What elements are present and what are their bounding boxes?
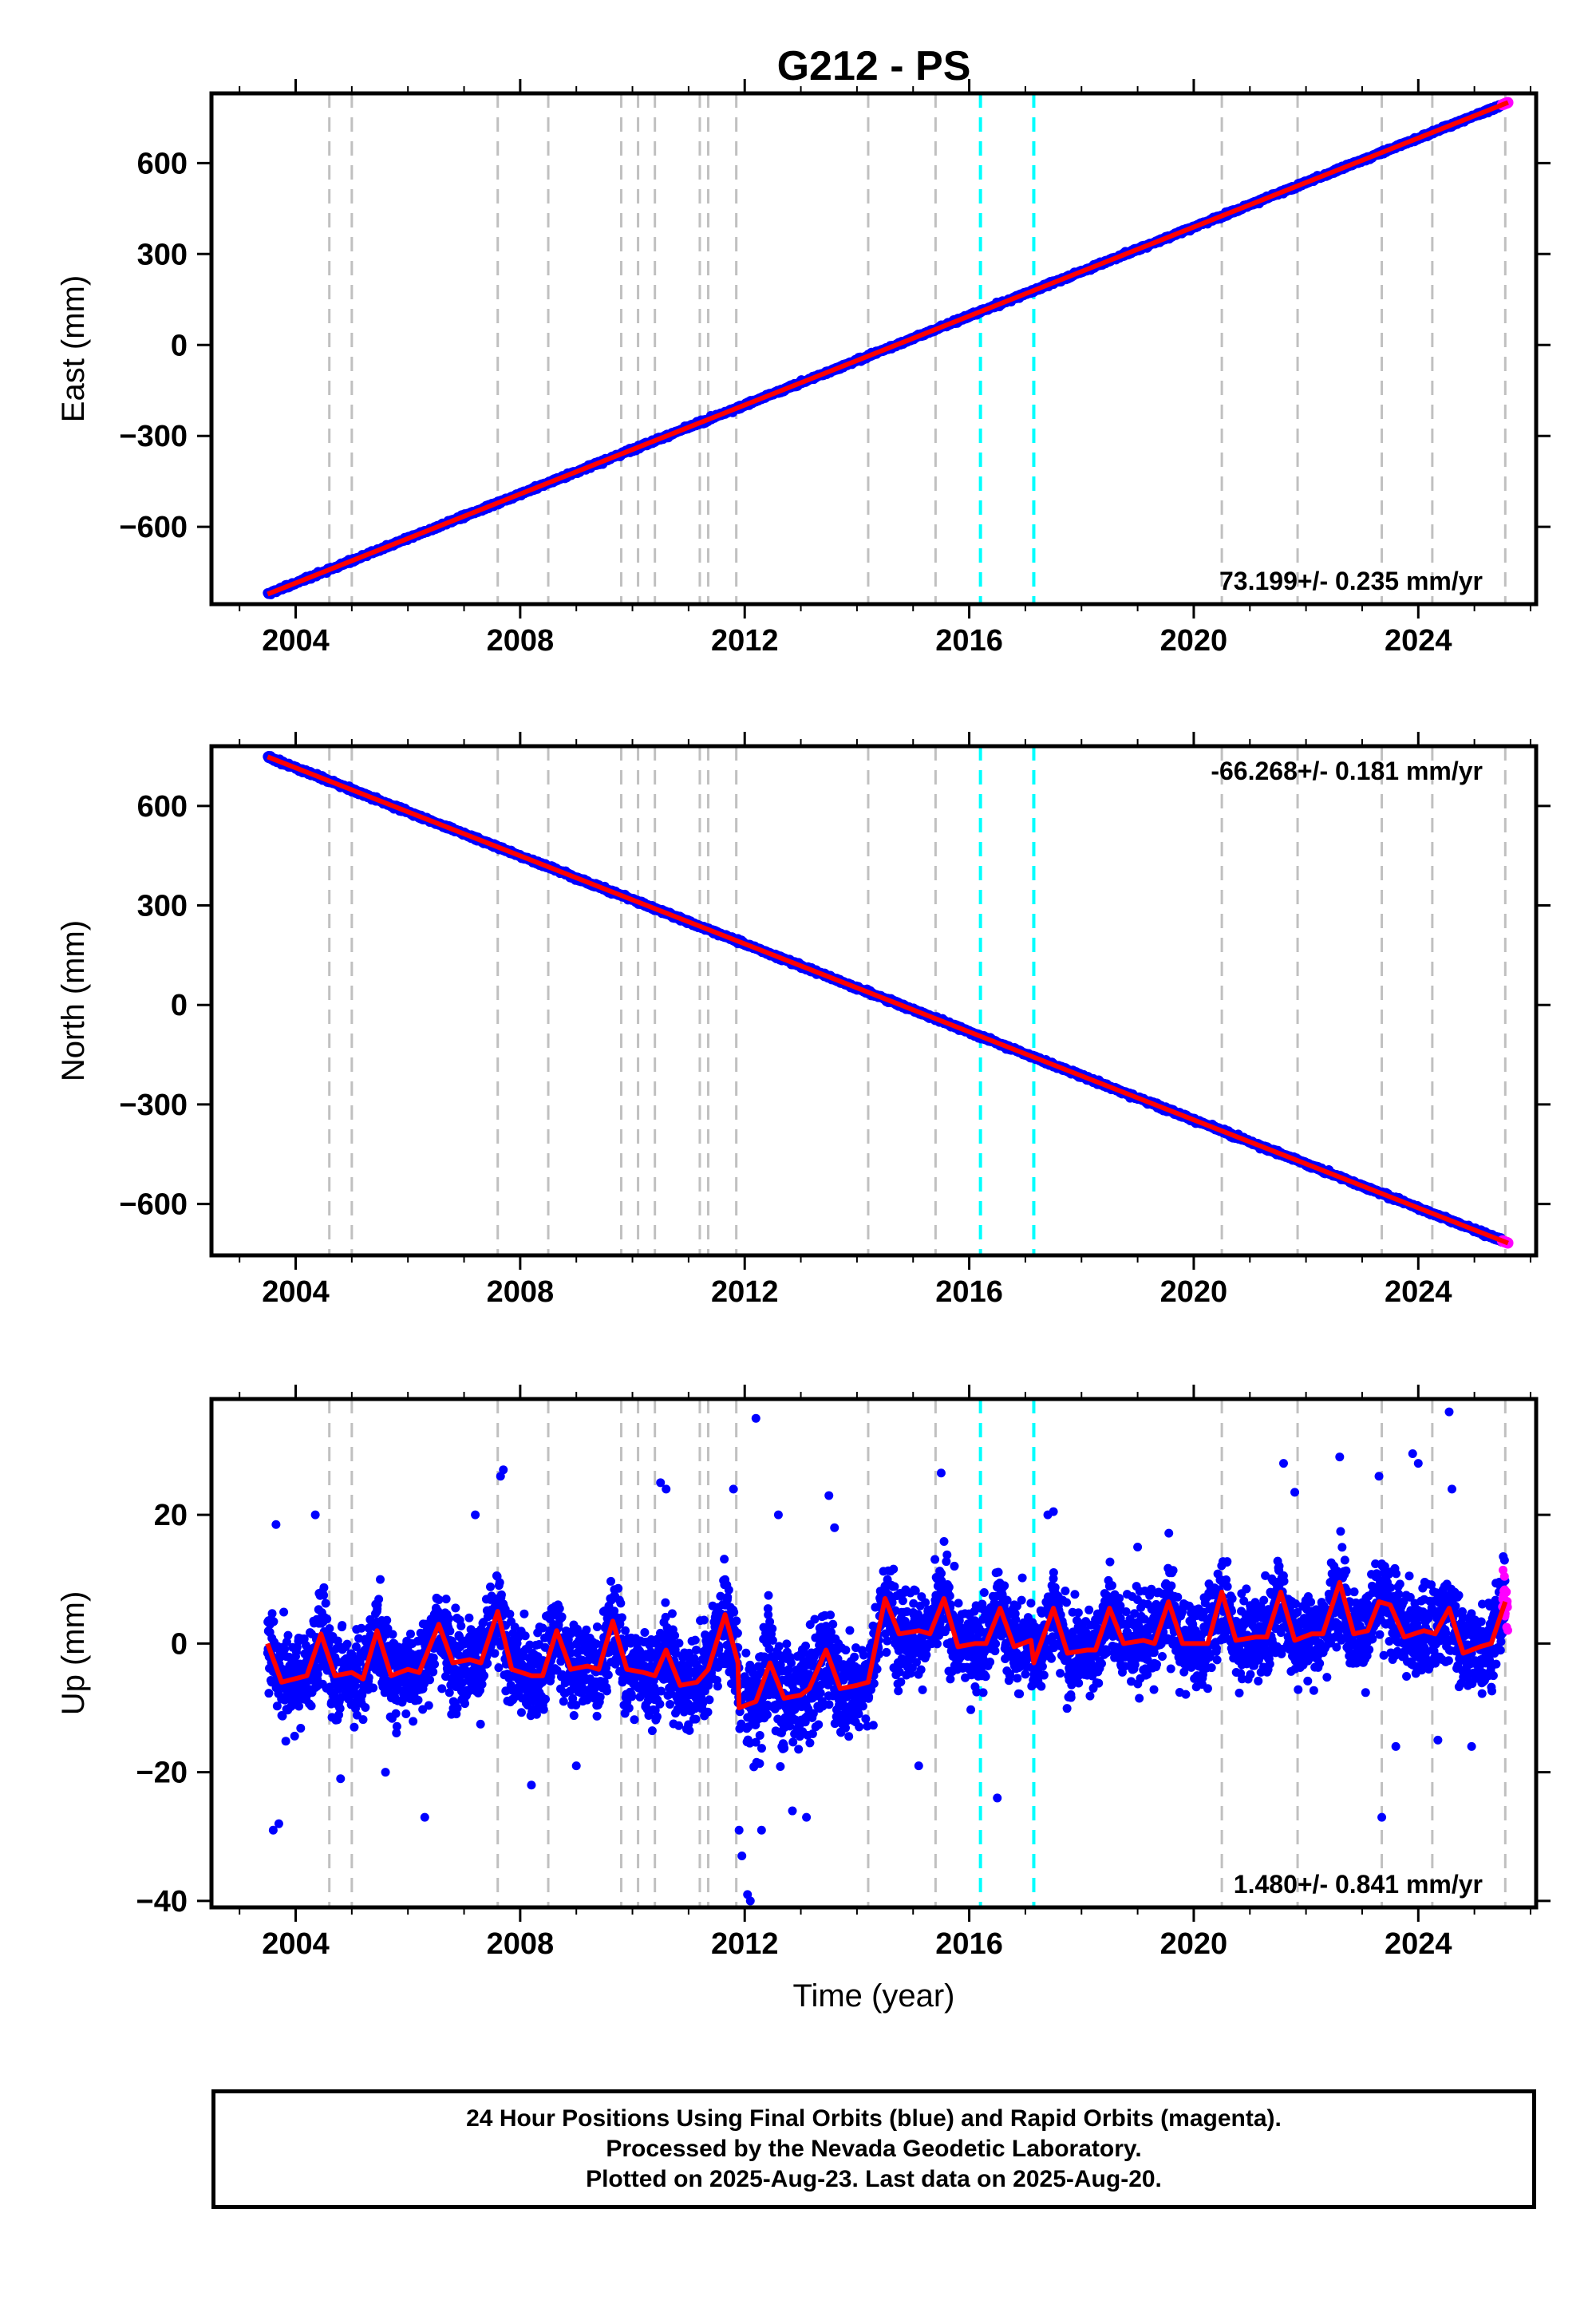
x-tick-label: 2012 (711, 624, 779, 658)
x-tick-label: 2004 (262, 624, 330, 658)
panel-frame (209, 91, 1539, 607)
x-tick-label: 2020 (1160, 624, 1228, 658)
x-tick-label: 2008 (487, 624, 555, 658)
plot-area-north (263, 751, 1514, 1249)
y-tick-label: 600 (137, 147, 188, 180)
panels: 2004 2008 2012 2016 2020 2024 −600 −300 0 300 600 E… (56, 79, 1551, 2014)
rate-label: 73.199+/- 0.235 mm/yr (1219, 567, 1483, 595)
x-tick-label: 2024 (1385, 624, 1452, 658)
y-tick-label: −300 (119, 420, 188, 453)
y-tick-label: 0 (171, 329, 188, 362)
chart-title: G212 - PS (777, 43, 971, 89)
y-axis-label: East (mm) (56, 275, 91, 422)
panel-north: 2004 2008 2012 2016 2020 2024−600−3000300600N… (56, 732, 1551, 1309)
y-tick-label: 300 (137, 238, 188, 271)
x-tick-label: 2016 (935, 624, 1003, 658)
plot-area-east (263, 97, 1514, 599)
y-tick-label: −600 (119, 511, 188, 544)
panel-east: 2004 2008 2012 2016 2020 2024 −600 −300 0 300 600 E… (56, 79, 1551, 658)
model-line (267, 100, 1509, 597)
